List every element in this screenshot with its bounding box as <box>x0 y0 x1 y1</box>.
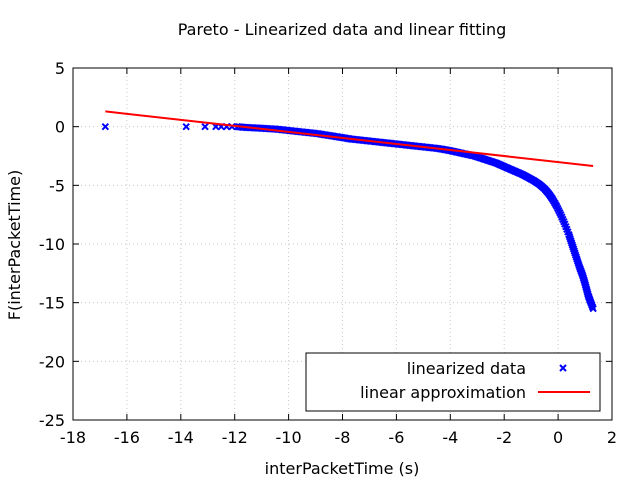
x-tick-label: -8 <box>335 428 351 447</box>
data-point <box>101 122 110 131</box>
y-tick-label: -10 <box>39 235 65 254</box>
legend-marker <box>559 364 567 372</box>
y-tick-label: 5 <box>55 59 65 78</box>
x-tick-label: -4 <box>442 428 458 447</box>
x-tick-label: -12 <box>222 428 248 447</box>
chart-title: Pareto - Linearized data and linear fitt… <box>178 20 507 39</box>
x-tick-label: -2 <box>496 428 512 447</box>
legend-box <box>305 352 601 412</box>
legend-label: linearized data <box>407 359 526 378</box>
data-point <box>589 304 597 313</box>
grid <box>73 68 612 420</box>
x-tick-label: -10 <box>276 428 302 447</box>
x-tick-label: 0 <box>553 428 563 447</box>
y-tick-label: -15 <box>39 294 65 313</box>
y-tick-label: 0 <box>55 118 65 137</box>
legend-label: linear approximation <box>360 383 526 402</box>
fit-line <box>105 110 594 167</box>
y-tick-label: -20 <box>39 352 65 371</box>
x-tick-label: -6 <box>388 428 404 447</box>
x-axis-label: interPacketTime (s) <box>265 459 420 478</box>
y-tick-label: -5 <box>49 176 65 195</box>
x-tick-label: 2 <box>607 428 617 447</box>
data-point <box>182 122 190 131</box>
data-point <box>201 122 209 131</box>
legend: linearized data linear approximation <box>305 352 601 412</box>
plot-area <box>101 110 597 313</box>
x-tick-label: -14 <box>168 428 194 447</box>
x-tick-label: -16 <box>114 428 140 447</box>
y-tick-label: -25 <box>39 411 65 430</box>
x-tick-label: -18 <box>60 428 86 447</box>
y-axis-label: F(interPacketTime) <box>5 170 24 320</box>
axes: -18 -16 -14 -12 -10 -8 -6 -4 -2 0 2-25-20-15-10-50… <box>39 59 617 447</box>
